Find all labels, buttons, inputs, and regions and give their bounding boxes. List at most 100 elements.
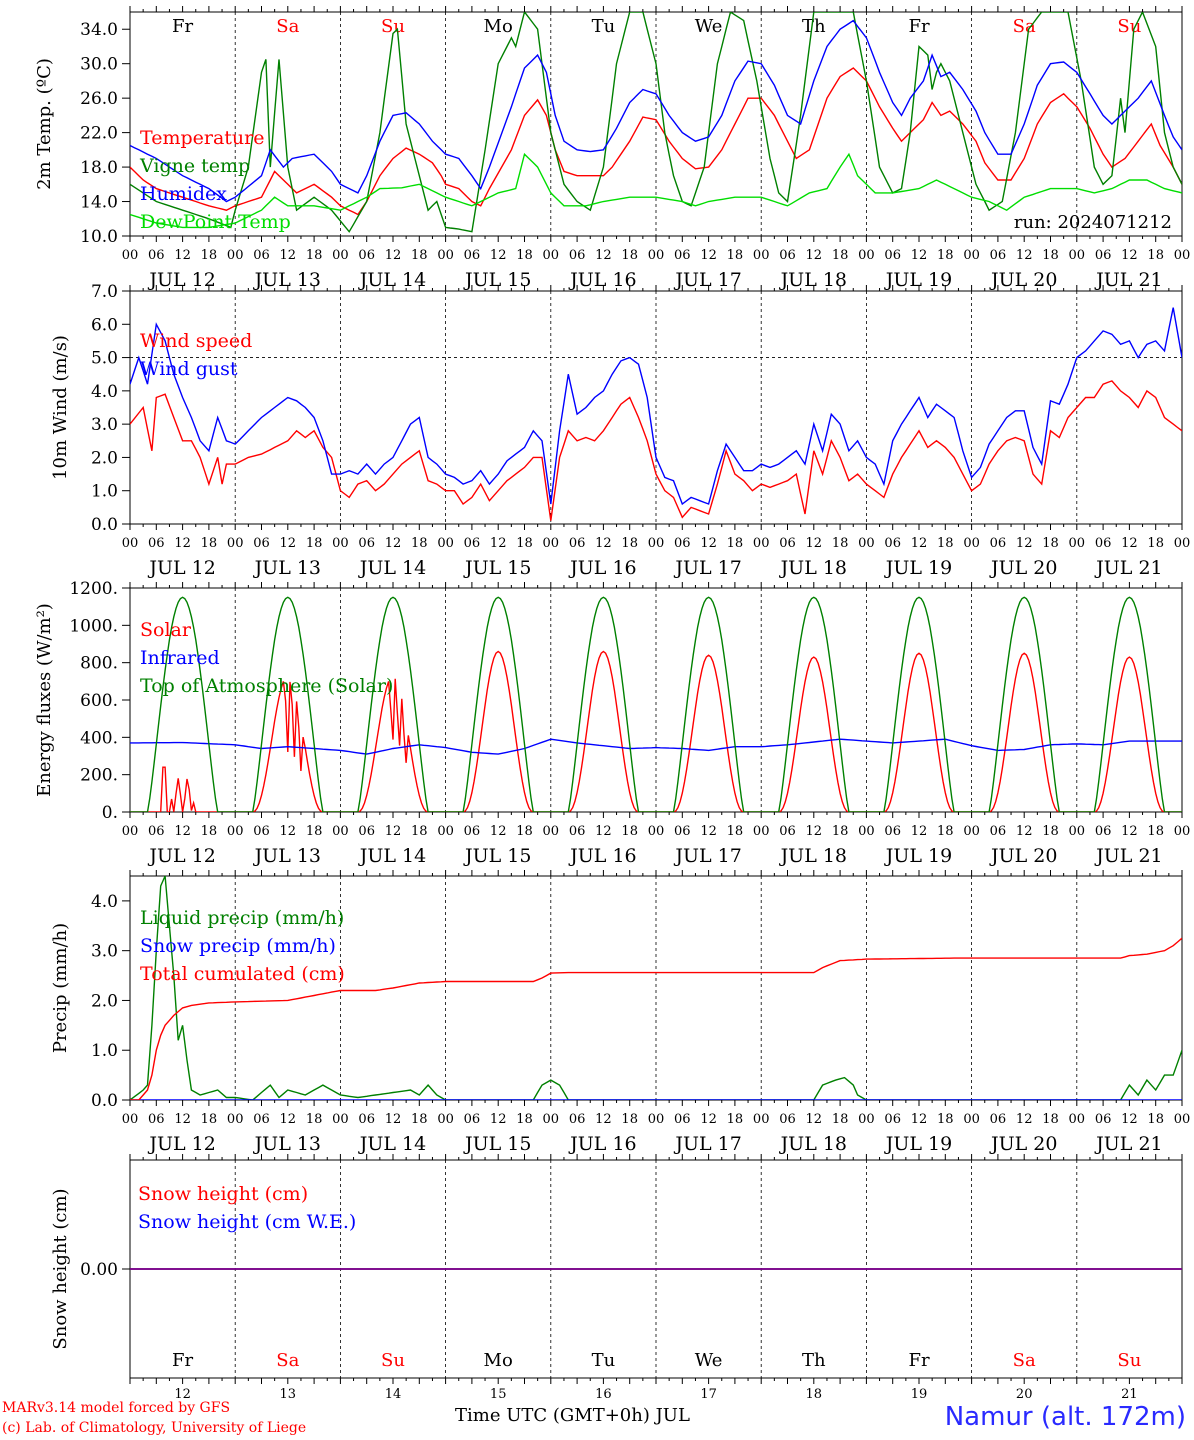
hour-tick-label: 18: [201, 824, 218, 839]
legend-entry: Solar: [140, 619, 192, 641]
date-label: JUL 12: [147, 1133, 215, 1155]
hour-tick-label: 18: [306, 824, 323, 839]
hour-tick-label: 18: [201, 1112, 218, 1127]
series-wind-speed: [130, 380, 1182, 521]
hour-tick-label: 06: [148, 1112, 165, 1127]
hour-tick-label: 18: [832, 248, 849, 263]
hour-tick-label: 18: [937, 536, 954, 551]
hour-tick-label: 12: [385, 824, 402, 839]
hour-tick-label: 12: [595, 1112, 612, 1127]
hour-tick-label: 06: [884, 248, 901, 263]
legend-entry: Wind gust: [140, 358, 238, 380]
day-abbr: Tu: [592, 16, 616, 37]
date-label: JUL 15: [463, 1133, 531, 1155]
date-label: JUL 17: [673, 1133, 741, 1155]
hour-tick-label: 00: [332, 1112, 349, 1127]
hour-tick-label: 00: [648, 824, 665, 839]
hour-tick-label: 12: [1121, 824, 1138, 839]
hour-tick-label: 00: [1069, 248, 1086, 263]
hour-tick-label: 00: [753, 1112, 770, 1127]
hour-tick-label: 00: [1174, 248, 1191, 263]
day-abbr: Sa: [1013, 16, 1036, 37]
hour-tick-label: 18: [516, 824, 533, 839]
hour-tick-label: 18: [411, 536, 428, 551]
hour-tick-label: 18: [621, 536, 638, 551]
hour-tick-label: 06: [884, 536, 901, 551]
hour-tick-label: 06: [1095, 824, 1112, 839]
hour-tick-label: 00: [648, 536, 665, 551]
legend-entry: Top of Atmosphere (Solar): [140, 675, 393, 697]
station-name: Namur (alt. 172m): [944, 1402, 1186, 1432]
hour-tick-label: 00: [858, 248, 875, 263]
y-tick-label: 10.0: [80, 227, 118, 247]
day-abbr: We: [695, 1350, 723, 1371]
hour-tick-label: 00: [1174, 536, 1191, 551]
date-label: JUL 15: [463, 557, 531, 579]
hour-tick-label: 12: [490, 536, 507, 551]
hour-tick-label: 06: [990, 536, 1007, 551]
y-tick-label: 2.0: [91, 448, 118, 468]
series-top-of-atmosphere-solar-: [130, 596, 1182, 812]
hour-tick-label: 06: [253, 536, 270, 551]
hour-tick-label: 18: [411, 248, 428, 263]
legend-entry: Wind speed: [140, 330, 252, 352]
legend-entry: Liquid precip (mm/h): [140, 907, 344, 929]
hour-tick-label: 06: [1095, 536, 1112, 551]
hour-tick-label: 00: [543, 248, 560, 263]
hour-tick-label: 18: [516, 248, 533, 263]
panel-temperature: 10.0 14.0 18.0 22.0 26.0 30.0 34.0 2m Temp. (ºC…: [34, 6, 1190, 291]
series-group: [130, 12, 1182, 233]
hour-tick-label: 00: [963, 536, 980, 551]
hour-tick-label: 00: [963, 824, 980, 839]
hour-tick-label: 18: [306, 1112, 323, 1127]
hour-tick-label: 18: [1042, 248, 1059, 263]
hour-tick-label: 18: [306, 536, 323, 551]
date-label: JUL 18: [779, 1133, 847, 1155]
hour-tick-label: 06: [990, 248, 1007, 263]
hour-tick-label: 06: [1095, 1112, 1112, 1127]
legend-entry: Infrared: [140, 647, 220, 669]
hour-tick-label: 06: [148, 248, 165, 263]
hour-tick-label: 12: [174, 248, 191, 263]
legend-entry: Snow height (cm): [138, 1183, 308, 1205]
hour-tick-label: 12: [490, 1112, 507, 1127]
y-tick-label: 14.0: [80, 193, 118, 213]
date-label: JUL 19: [884, 845, 952, 867]
hour-tick-label: 12: [595, 536, 612, 551]
hour-tick-label: 12: [1121, 536, 1138, 551]
hour-tick-label: 00: [122, 1112, 139, 1127]
date-label: JUL 20: [989, 845, 1057, 867]
series-liquid-precip-mm-h-: [130, 876, 1182, 1100]
hour-tick-label: 12: [174, 824, 191, 839]
series-total-cumulated-cm-: [130, 937, 1182, 1100]
hour-tick-label: 06: [464, 1112, 481, 1127]
day-abbr: Sa: [1013, 1350, 1036, 1371]
hour-tick-label: 12: [1121, 1112, 1138, 1127]
hour-tick-label: 18: [621, 824, 638, 839]
hour-tick-label: 06: [990, 824, 1007, 839]
day-number: 12: [174, 1387, 191, 1402]
hour-tick-label: 06: [674, 536, 691, 551]
hour-tick-label: 12: [1016, 824, 1033, 839]
hour-tick-label: 12: [700, 824, 717, 839]
day-abbr: Fr: [908, 1350, 929, 1371]
legend-entry: Vigne temp: [139, 155, 250, 177]
date-label: JUL 18: [779, 269, 847, 291]
y-tick-label: 2.0: [91, 991, 118, 1011]
y-tick-label: 34.0: [80, 20, 118, 40]
series-wind-gust: [130, 307, 1182, 506]
hour-tick-label: 06: [569, 536, 586, 551]
hour-tick-label: 12: [280, 1112, 297, 1127]
date-label: JUL 14: [358, 269, 426, 291]
date-label: JUL 12: [147, 557, 215, 579]
hour-tick-label: 12: [385, 248, 402, 263]
date-label: JUL 13: [253, 845, 321, 867]
legend-entry: Humidex: [140, 183, 227, 205]
date-label: JUL 16: [568, 269, 636, 291]
panel-precip: 0.0 1.0 2.0 3.0 4.0 Precip (mm/h) 00 06 12 18 JUL …: [50, 870, 1190, 1155]
hour-tick-label: 12: [911, 1112, 928, 1127]
legend-entry: Temperature: [140, 127, 264, 149]
y-tick-label: 3.0: [91, 942, 118, 962]
hour-tick-label: 18: [201, 248, 218, 263]
hour-tick-label: 00: [858, 824, 875, 839]
